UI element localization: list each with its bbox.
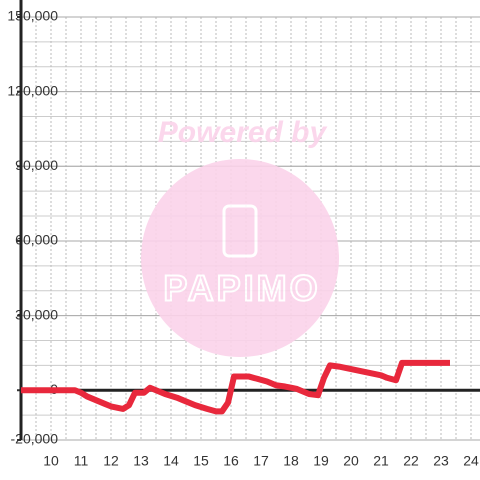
x-tick-label: 13 (133, 453, 149, 469)
x-tick-label: 24 (463, 453, 479, 469)
data-line (21, 359, 450, 415)
x-tick-label: 17 (253, 453, 269, 469)
y-tick-label: -20,000 (11, 431, 59, 447)
y-tick-label: 150,000 (7, 8, 58, 24)
watermark-logo: PAPIMO (163, 268, 320, 309)
watermark-circle (141, 159, 339, 357)
y-tick-label: 60,000 (15, 232, 58, 248)
watermark-icon (222, 204, 258, 258)
x-tick-label: 18 (283, 453, 299, 469)
x-tick-label: 21 (373, 453, 389, 469)
y-tick-label: 120,000 (7, 82, 58, 98)
x-tick-label: 11 (74, 453, 89, 469)
x-tick-label: 19 (313, 453, 329, 469)
y-tick-label: 90,000 (15, 157, 58, 173)
x-tick-label: 12 (103, 453, 119, 469)
x-tick-label: 10 (43, 453, 59, 469)
x-tick-label: 15 (193, 453, 209, 469)
x-tick-label: 20 (343, 453, 359, 469)
x-tick-label: 16 (223, 453, 239, 469)
watermark-text: Powered by (158, 116, 328, 149)
y-tick-label: 30,000 (15, 306, 58, 322)
watermark: Powered by PAPIMO (141, 116, 339, 357)
x-tick-label: 23 (433, 453, 449, 469)
x-tick-label: 22 (403, 453, 419, 469)
x-tick-label: 14 (163, 453, 179, 469)
